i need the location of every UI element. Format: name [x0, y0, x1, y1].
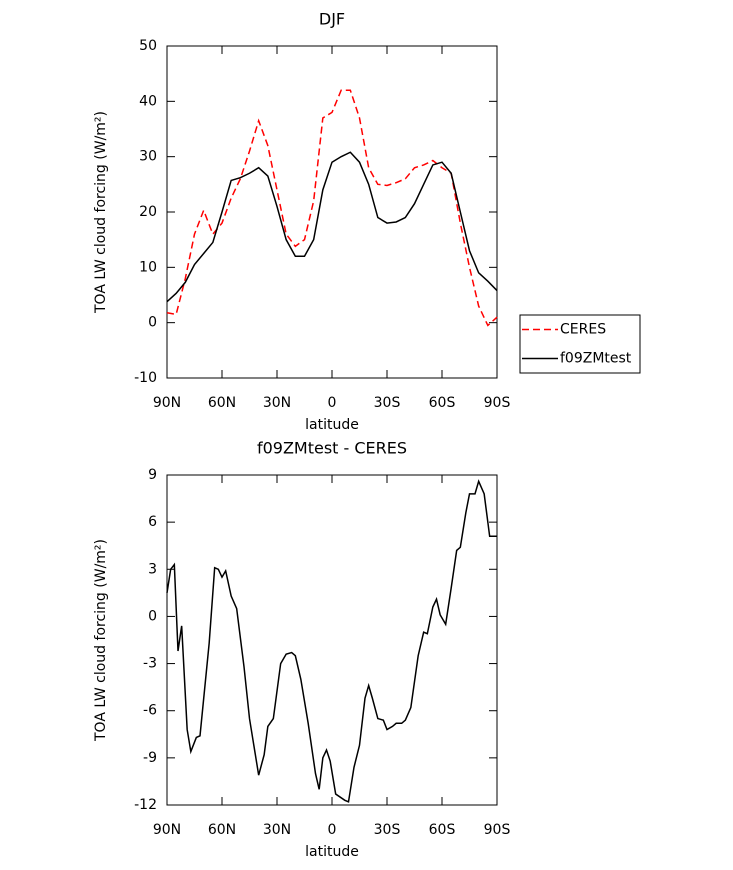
- data-line: [166, 479, 497, 803]
- x-tick-label: 30N: [263, 822, 291, 838]
- y-tick-label: 6: [148, 514, 157, 530]
- legend-label: CERES: [560, 322, 606, 338]
- y-tick-label: 0: [148, 315, 157, 331]
- x-tick-label: 90N: [153, 822, 181, 838]
- y-tick-label: 3: [148, 561, 157, 577]
- y-tick-label: 9: [148, 467, 157, 483]
- x-tick-label: 90S: [484, 395, 511, 411]
- x-tick-label: 0: [328, 822, 337, 838]
- x-tick-label: 60N: [208, 395, 236, 411]
- x-tick-label: 30S: [374, 822, 401, 838]
- y-axis-label: TOA LW cloud forcing (W/m²): [93, 111, 109, 314]
- x-tick-label: 90N: [153, 395, 181, 411]
- legend-box: [519, 314, 641, 374]
- y-tick-label: 0: [148, 608, 157, 624]
- y-tick-label: 10: [139, 259, 157, 275]
- chart-title: DJF: [319, 10, 345, 29]
- x-tick-label: 60S: [429, 822, 456, 838]
- x-axis-label: latitude: [305, 844, 359, 860]
- chart-title: f09ZMtest - CERES: [257, 439, 407, 458]
- data-line: [166, 151, 498, 303]
- plot-frame: [166, 45, 498, 379]
- y-tick-label: -10: [134, 370, 157, 386]
- data-line: [166, 89, 498, 327]
- plot-frame: [166, 474, 498, 806]
- y-tick-label: -9: [143, 750, 157, 766]
- y-tick-label: 30: [139, 149, 157, 165]
- legend-label: f09ZMtest: [560, 351, 632, 367]
- y-tick-label: 20: [139, 204, 157, 220]
- y-tick-label: -12: [134, 797, 157, 813]
- x-tick-label: 60N: [208, 822, 236, 838]
- x-tick-label: 90S: [484, 822, 511, 838]
- x-tick-label: 30S: [374, 395, 401, 411]
- x-tick-label: 0: [328, 395, 337, 411]
- y-axis-label: TOA LW cloud forcing (W/m²): [93, 539, 109, 742]
- y-tick-label: -6: [143, 703, 157, 719]
- y-tick-label: 40: [139, 93, 157, 109]
- x-tick-label: 30N: [263, 395, 291, 411]
- y-tick-label: 50: [139, 38, 157, 54]
- x-axis-label: latitude: [305, 417, 359, 433]
- y-tick-label: -3: [143, 656, 157, 672]
- x-tick-label: 60S: [429, 395, 456, 411]
